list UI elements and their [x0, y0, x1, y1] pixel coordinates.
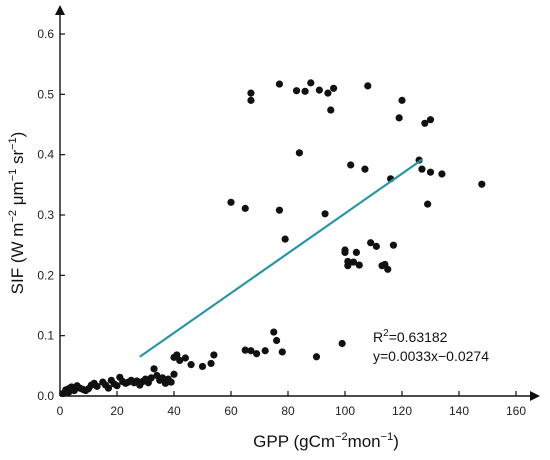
- y-tick-label: 0.0: [37, 389, 54, 403]
- r-squared-label: R2=0.63182: [373, 328, 448, 345]
- y-tick-label: 0.4: [37, 148, 54, 162]
- data-point: [327, 106, 335, 114]
- data-point: [389, 241, 398, 249]
- x-tick-label: 160: [506, 404, 526, 418]
- data-point: [273, 336, 281, 345]
- x-tick-label: 100: [335, 404, 355, 418]
- data-points: [59, 79, 486, 398]
- data-point: [395, 114, 403, 122]
- data-point: [301, 87, 309, 95]
- data-point: [275, 80, 284, 88]
- data-point: [367, 239, 375, 247]
- data-point: [247, 347, 255, 355]
- data-point: [187, 361, 195, 369]
- data-point: [315, 86, 323, 94]
- data-point: [93, 382, 101, 390]
- data-point: [198, 362, 207, 371]
- x-tick-label: 20: [110, 404, 124, 418]
- x-axis-title: GPP (gCm−2mon−1): [253, 431, 399, 451]
- data-point: [324, 89, 332, 97]
- data-point: [207, 359, 215, 368]
- x-ticks: 0 20 40 60 80 100 120 140 160: [57, 391, 526, 418]
- data-point: [418, 165, 426, 173]
- data-point: [349, 258, 358, 266]
- data-point: [321, 210, 329, 218]
- data-point: [426, 116, 435, 124]
- data-point: [355, 261, 363, 269]
- data-point: [181, 354, 189, 362]
- data-point: [241, 346, 249, 354]
- data-point: [364, 82, 372, 90]
- y-tick-label: 0.6: [37, 27, 54, 41]
- data-point: [312, 353, 321, 361]
- data-point: [247, 89, 255, 97]
- data-point: [295, 149, 303, 157]
- axes: [55, 5, 540, 401]
- data-point: [241, 204, 249, 212]
- data-point: [173, 351, 181, 359]
- y-tick-label: 0.3: [37, 208, 54, 222]
- data-point: [398, 96, 406, 104]
- x-tick-label: 40: [167, 404, 181, 418]
- y-ticks: 0.0 0.1 0.2 0.3 0.4 0.5 0.6: [37, 27, 65, 403]
- data-point: [344, 262, 352, 270]
- data-point: [170, 370, 178, 378]
- data-point: [150, 365, 158, 373]
- data-point: [176, 356, 184, 365]
- regression-fit-line: [139, 158, 423, 358]
- data-point: [104, 384, 113, 392]
- data-point: [167, 378, 175, 386]
- data-point: [253, 350, 261, 358]
- data-point: [426, 168, 435, 176]
- y-tick-label: 0.5: [37, 87, 54, 101]
- data-point: [341, 246, 349, 254]
- x-tick-label: 120: [392, 404, 412, 418]
- data-point: [352, 248, 360, 257]
- data-point: [159, 374, 167, 382]
- data-point: [261, 347, 269, 355]
- x-tick-label: 80: [281, 404, 295, 418]
- data-point: [347, 161, 355, 169]
- data-point: [278, 348, 286, 356]
- data-point: [147, 374, 155, 382]
- data-point: [361, 165, 369, 173]
- data-point: [64, 388, 73, 396]
- y-tick-label: 0.1: [37, 329, 54, 343]
- data-point: [113, 382, 121, 390]
- data-point: [384, 265, 392, 273]
- data-point: [275, 206, 284, 214]
- data-point: [424, 200, 432, 208]
- data-point: [247, 96, 255, 104]
- data-point: [338, 339, 346, 348]
- data-point: [281, 235, 289, 243]
- data-point: [292, 87, 301, 95]
- x-tick-label: 60: [224, 404, 238, 418]
- data-point: [478, 180, 486, 188]
- x-tick-label: 0: [57, 404, 64, 418]
- data-point: [421, 119, 429, 127]
- y-tick-label: 0.2: [37, 268, 54, 282]
- data-point: [330, 84, 338, 92]
- data-point: [270, 328, 278, 336]
- data-point: [372, 242, 380, 250]
- data-point: [227, 198, 235, 206]
- fit-line-group: [139, 158, 423, 358]
- x-tick-label: 140: [449, 404, 469, 418]
- data-point: [210, 351, 218, 359]
- data-point: [307, 79, 315, 87]
- regression-equation-label: y=0.0033x−0.0274: [373, 348, 489, 364]
- data-point: [438, 170, 446, 178]
- y-axis-title: SIF (W m−2 μm−1 sr−1): [7, 132, 27, 295]
